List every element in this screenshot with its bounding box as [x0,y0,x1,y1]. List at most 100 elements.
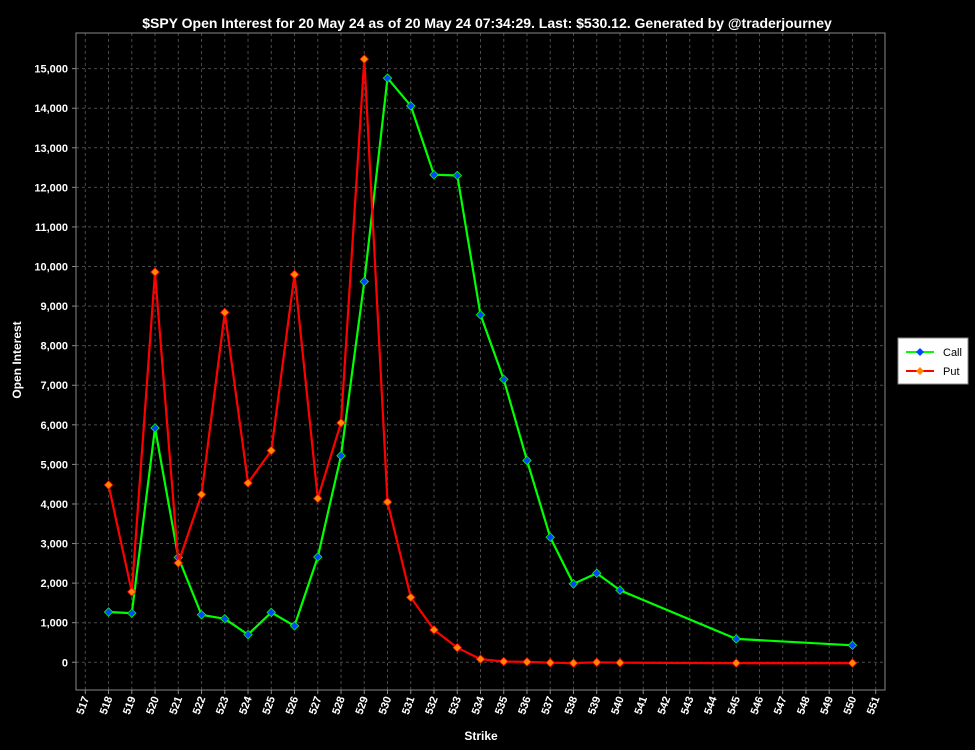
put-data-point [266,445,277,456]
call-data-point [150,423,160,433]
put-data-point [568,658,579,668]
x-tick-label: 524 [237,694,255,716]
put-data-point [475,654,486,664]
x-tick-label: 528 [330,695,348,716]
call-data-point [405,101,416,111]
put-data-point [498,656,509,667]
put-data-point [173,558,184,568]
call-data-point [452,170,463,181]
y-tick-label: 11,000 [35,222,68,234]
put-data-point [359,54,370,64]
put-data-point [243,478,253,488]
y-axis-label: Open Interest [10,321,24,398]
x-tick-label: 529 [354,695,372,716]
call-data-point [522,455,532,466]
y-tick-label: 3,000 [40,539,68,551]
y-tick-label: 13,000 [34,143,68,155]
put-legend-marker [916,367,924,375]
put-data-point [615,657,625,668]
call-series-line [108,76,853,647]
call-data-point [568,579,579,589]
series-lines [103,54,858,668]
y-tick-label: 4,000 [40,499,68,511]
call-data-point [289,621,300,631]
call-data-point [847,640,858,651]
x-tick-label: 521 [168,695,186,716]
put-data-point [336,418,346,428]
put-data-point [429,625,439,635]
y-tick-label: 6,000 [40,420,68,432]
call-data-point [545,532,556,542]
y-tick-label: 12,000 [34,182,68,194]
x-tick-label: 541 [632,695,650,716]
x-tick-label: 522 [191,695,209,716]
legend-box [897,337,969,385]
call-legend-marker [916,348,924,356]
put-data-point [127,587,137,597]
x-tick-label: 525 [261,695,279,716]
put-data-point [731,658,741,668]
x-tick-label: 551 [865,695,883,716]
put-data-point [313,493,323,504]
x-tick-label: 527 [307,695,325,716]
put-data-point [522,657,532,667]
x-tick-label: 539 [586,695,604,716]
x-tick-label: 523 [214,695,232,716]
put-legend-label: Put [943,366,960,378]
call-data-point [313,552,323,562]
put-data-point [405,592,416,603]
put-data-point [103,480,114,490]
x-tick-label: 549 [818,695,836,716]
put-data-point [545,657,556,668]
x-tick-label: 548 [795,695,813,716]
call-data-point [359,276,370,287]
x-axis-label: Strike [464,729,498,743]
x-tick-label: 540 [609,695,627,716]
x-tick-label: 519 [121,695,139,716]
call-data-point [127,608,137,618]
x-tick-label: 533 [447,695,465,716]
y-tick-label: 8,000 [40,341,68,353]
call-data-point [243,629,253,640]
put-data-point [382,497,393,507]
x-tick-label: 520 [144,695,162,716]
call-data-point [220,613,230,624]
legend: Call Put [897,337,969,385]
y-tick-label: 1,000 [40,618,68,630]
call-data-point [103,607,114,617]
x-tick-label: 530 [377,695,395,716]
x-tick-label: 546 [749,695,767,716]
call-legend-label: Call [943,347,962,359]
x-tick-label: 544 [702,694,720,716]
call-data-point [615,585,625,596]
call-data-point [336,450,346,461]
y-tick-label: 0 [62,657,68,669]
x-tick-label: 517 [75,695,93,716]
call-data-point [429,169,439,180]
x-tick-label: 545 [725,695,743,716]
x-tick-label: 526 [284,695,302,716]
chart-title: $SPY Open Interest for 20 May 24 as of 2… [142,15,832,31]
call-data-point [382,73,393,83]
put-data-point [220,307,230,318]
x-tick-label: 538 [563,695,581,716]
y-tick-label: 14,000 [34,103,68,115]
call-data-point [475,310,486,320]
y-tick-label: 7,000 [40,380,68,392]
axes: 517 518 519 520 521 522 523 524 525 526 527 528 529 5… [34,32,886,716]
call-data-point [498,374,509,385]
y-tick-label: 5,000 [40,459,68,471]
x-tick-label: 531 [400,695,418,716]
x-tick-label: 535 [493,695,511,716]
x-tick-label: 537 [540,695,558,716]
call-data-point [731,634,741,644]
x-tick-label: 518 [98,695,116,716]
put-data-point [196,489,207,500]
put-data-point [289,269,300,280]
put-data-point [452,642,463,653]
x-tick-label: 532 [423,695,441,716]
grid [76,33,885,690]
x-tick-label: 550 [842,695,860,716]
